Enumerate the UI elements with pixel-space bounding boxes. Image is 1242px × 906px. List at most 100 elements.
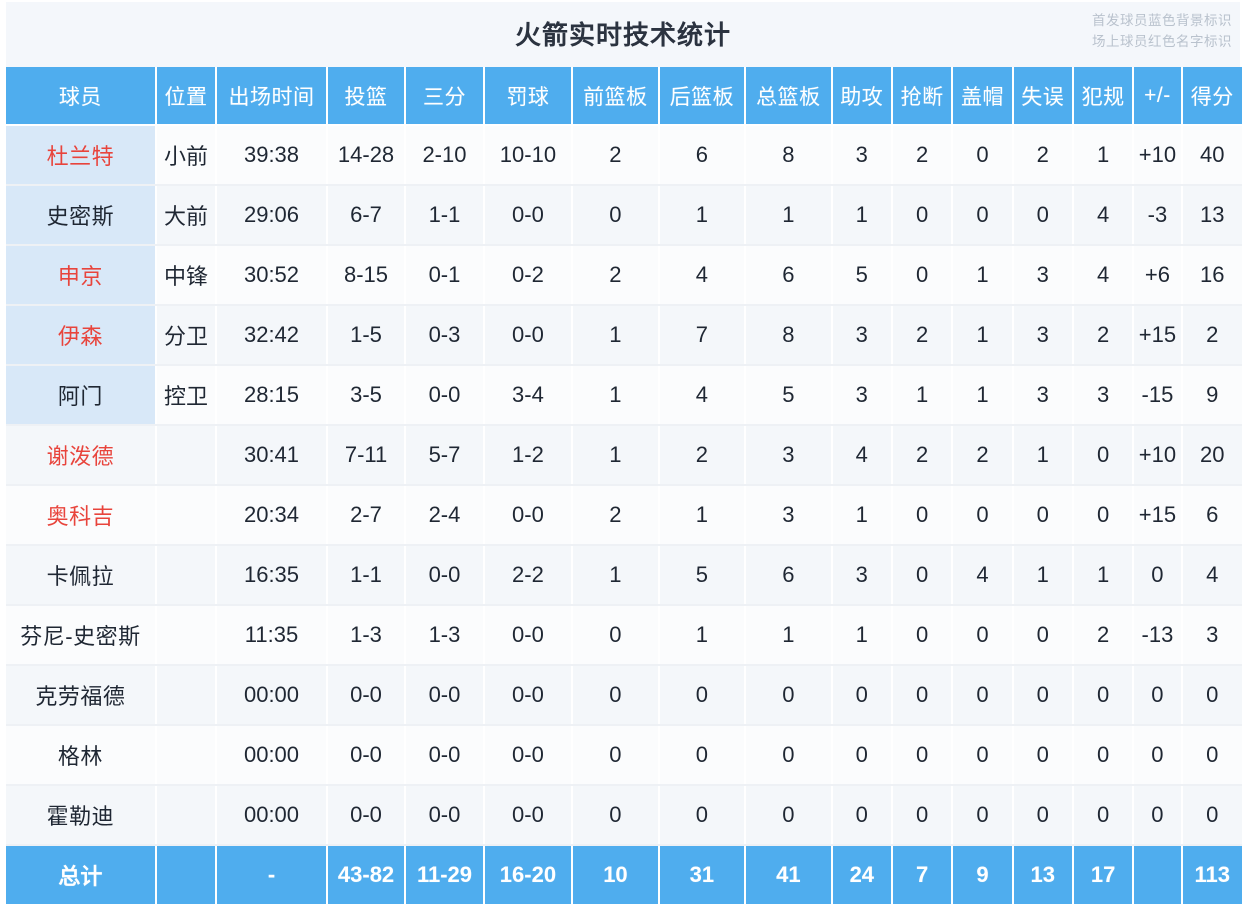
column-header-ft[interactable]: 罚球 xyxy=(483,67,574,126)
column-header-turnovers[interactable]: 失误 xyxy=(1012,67,1074,126)
cell-turnovers: 0 xyxy=(1012,604,1074,666)
cell-plus-minus: -13 xyxy=(1133,604,1183,666)
cell-def-reb: 5 xyxy=(658,544,747,606)
table-row[interactable]: 阿门 控卫 28:15 3-5 0-0 3-4 1 4 5 3 1 1 3 3 -15 9 xyxy=(0,364,1242,426)
cell-turnovers: 0 xyxy=(1012,484,1074,546)
cell-player-name: 伊森 xyxy=(0,304,157,366)
cell-fg: 7-11 xyxy=(326,424,407,486)
cell-player-name: 谢泼德 xyxy=(0,424,157,486)
column-header-assists[interactable]: 助攻 xyxy=(831,67,893,126)
cell-blocks: 0 xyxy=(952,724,1014,786)
cell-minutes: 30:41 xyxy=(216,424,328,486)
cell-off-reb: 0 xyxy=(572,784,660,846)
table-row[interactable]: 杜兰特 小前 39:38 14-28 2-10 10-10 2 6 8 3 2 0 2 1 +10 40 xyxy=(0,124,1242,186)
table-row[interactable]: 霍勒迪 00:00 0-0 0-0 0-0 0 0 0 0 0 0 0 0 0 0 xyxy=(0,784,1242,846)
legend-line-starter: 首发球员蓝色背景标识 xyxy=(1092,13,1232,28)
cell-plus-minus: +6 xyxy=(1133,244,1183,306)
cell-fg: 3-5 xyxy=(326,364,407,426)
cell-position xyxy=(155,784,218,846)
cell-off-reb: 1 xyxy=(572,424,660,486)
cell-tot-reb: 1 xyxy=(745,184,833,246)
cell-plus-minus: +10 xyxy=(1133,124,1183,186)
cell-turnovers: 0 xyxy=(1012,184,1074,246)
cell-turnovers: 0 xyxy=(1012,724,1074,786)
cell-blocks: 1 xyxy=(952,244,1014,306)
table-row[interactable]: 谢泼德 30:41 7-11 5-7 1-2 1 2 3 4 2 2 1 0 +10 20 xyxy=(0,424,1242,486)
cell-position xyxy=(155,724,218,786)
cell-steals: 0 xyxy=(891,724,954,786)
cell-fouls: 0 xyxy=(1072,424,1135,486)
table-row[interactable]: 克劳福德 00:00 0-0 0-0 0-0 0 0 0 0 0 0 0 0 0 0 xyxy=(0,664,1242,726)
table-row[interactable]: 格林 00:00 0-0 0-0 0-0 0 0 0 0 0 0 0 0 0 0 xyxy=(0,724,1242,786)
column-header-def-reb[interactable]: 后篮板 xyxy=(658,67,747,126)
cell-ft: 2-2 xyxy=(483,544,574,606)
table-row[interactable]: 卡佩拉 16:35 1-1 0-0 2-2 1 5 6 3 0 4 1 1 0 4 xyxy=(0,544,1242,606)
cell-plus-minus: 0 xyxy=(1133,784,1183,846)
cell-steals: 2 xyxy=(891,424,954,486)
header-row: 球员 位置 出场时间 投篮 三分 罚球 前篮板 后篮板 总篮板 助攻 抢断 盖帽 失误 犯规 +/- 得分 xyxy=(0,67,1242,126)
column-header-steals[interactable]: 抢断 xyxy=(891,67,954,126)
cell-fouls: 4 xyxy=(1072,244,1135,306)
cell-minutes: 30:52 xyxy=(216,244,328,306)
table-row[interactable]: 申京 中锋 30:52 8-15 0-1 0-2 2 4 6 5 0 1 3 4 +6 16 xyxy=(0,244,1242,306)
column-header-three-pt[interactable]: 三分 xyxy=(405,67,485,126)
cell-tot-reb: 5 xyxy=(745,364,833,426)
cell-three-pt: 1-1 xyxy=(405,184,485,246)
cell-def-reb: 4 xyxy=(658,364,747,426)
cell-fouls: 1 xyxy=(1072,124,1135,186)
cell-assists: 3 xyxy=(831,304,893,366)
totals-cell-three-pt: 11-29 xyxy=(405,844,485,906)
cell-blocks: 1 xyxy=(952,304,1014,366)
cell-position: 小前 xyxy=(155,124,218,186)
column-header-minutes[interactable]: 出场时间 xyxy=(216,67,328,126)
table-row[interactable]: 伊森 分卫 32:42 1-5 0-3 0-0 1 7 8 3 2 1 3 2 +15 2 xyxy=(0,304,1242,366)
cell-minutes: 16:35 xyxy=(216,544,328,606)
cell-steals: 0 xyxy=(891,544,954,606)
cell-fg: 6-7 xyxy=(326,184,407,246)
cell-points: 9 xyxy=(1181,364,1242,426)
cell-fouls: 1 xyxy=(1072,544,1135,606)
column-header-fouls[interactable]: 犯规 xyxy=(1072,67,1135,126)
cell-position: 中锋 xyxy=(155,244,218,306)
totals-cell-fouls: 17 xyxy=(1072,844,1135,906)
totals-cell-position xyxy=(155,844,218,906)
cell-ft: 0-0 xyxy=(483,484,574,546)
boxscore-table: 球员 位置 出场时间 投篮 三分 罚球 前篮板 后篮板 总篮板 助攻 抢断 盖帽 失误 犯规 +/- 得分 杜… xyxy=(0,67,1242,906)
cell-tot-reb: 8 xyxy=(745,124,833,186)
cell-position xyxy=(155,664,218,726)
cell-def-reb: 1 xyxy=(658,184,747,246)
cell-blocks: 0 xyxy=(952,124,1014,186)
totals-row: 总计 -43-82 11-29 16-20 10 31 41 24 7 9 13 17 113 xyxy=(0,844,1242,906)
table-row[interactable]: 史密斯 大前 29:06 6-7 1-1 0-0 0 1 1 1 0 0 0 4 -3 13 xyxy=(0,184,1242,246)
cell-minutes: 32:42 xyxy=(216,304,328,366)
cell-def-reb: 0 xyxy=(658,724,747,786)
table-row[interactable]: 芬尼-史密斯 11:35 1-3 1-3 0-0 0 1 1 1 0 0 0 2 -13 3 xyxy=(0,604,1242,666)
totals-cell-def-reb: 31 xyxy=(658,844,747,906)
cell-fouls: 2 xyxy=(1072,304,1135,366)
table-row[interactable]: 奥科吉 20:34 2-7 2-4 0-0 2 1 3 1 0 0 0 0 +15 6 xyxy=(0,484,1242,546)
column-header-points[interactable]: 得分 xyxy=(1181,67,1242,126)
cell-tot-reb: 1 xyxy=(745,604,833,666)
cell-fg: 14-28 xyxy=(326,124,407,186)
totals-cell-tot-reb: 41 xyxy=(745,844,833,906)
cell-def-reb: 6 xyxy=(658,124,747,186)
cell-def-reb: 0 xyxy=(658,664,747,726)
cell-points: 6 xyxy=(1181,484,1242,546)
cell-ft: 0-0 xyxy=(483,184,574,246)
cell-fouls: 2 xyxy=(1072,604,1135,666)
cell-three-pt: 0-3 xyxy=(405,304,485,366)
cell-fg: 0-0 xyxy=(326,724,407,786)
cell-blocks: 0 xyxy=(952,184,1014,246)
column-header-off-reb[interactable]: 前篮板 xyxy=(572,67,660,126)
column-header-position[interactable]: 位置 xyxy=(155,67,218,126)
cell-fg: 2-7 xyxy=(326,484,407,546)
column-header-plus-minus[interactable]: +/- xyxy=(1133,67,1183,126)
column-header-fg[interactable]: 投篮 xyxy=(326,67,407,126)
column-header-tot-reb[interactable]: 总篮板 xyxy=(745,67,833,126)
cell-turnovers: 0 xyxy=(1012,664,1074,726)
cell-three-pt: 2-4 xyxy=(405,484,485,546)
cell-plus-minus: 0 xyxy=(1133,664,1183,726)
column-header-player[interactable]: 球员 xyxy=(0,67,157,126)
cell-fg: 0-0 xyxy=(326,784,407,846)
column-header-blocks[interactable]: 盖帽 xyxy=(952,67,1014,126)
